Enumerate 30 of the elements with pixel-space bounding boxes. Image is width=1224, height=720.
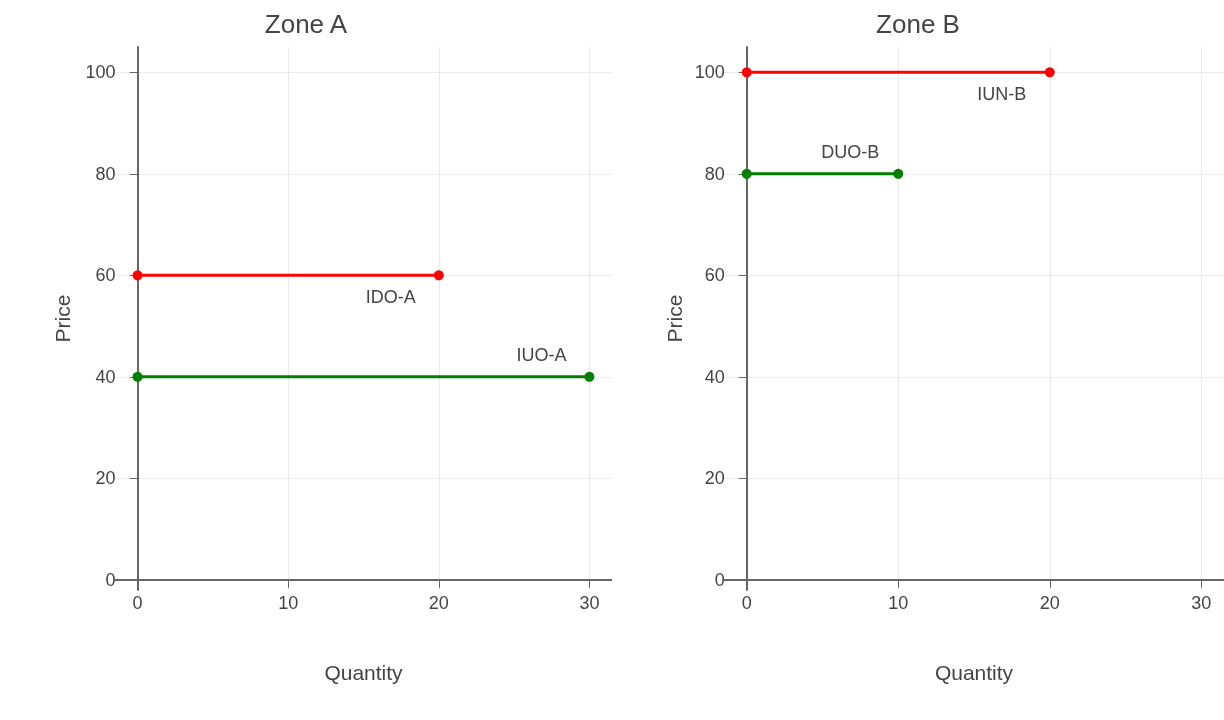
x-tick-label: 30 bbox=[579, 592, 600, 613]
series-label: IUO-A bbox=[516, 344, 567, 365]
y-tick-label: 60 bbox=[95, 265, 116, 286]
y-tick-label: 60 bbox=[704, 265, 725, 286]
x-tick-label: 0 bbox=[741, 592, 752, 613]
x-axis-title: Quantity bbox=[324, 660, 404, 684]
y-tick-label: 80 bbox=[704, 163, 725, 184]
y-tick-label: 0 bbox=[714, 569, 725, 590]
series-label: DUO-B bbox=[821, 141, 880, 162]
x-tick-label: 20 bbox=[428, 592, 449, 613]
x-tick-label: 20 bbox=[1039, 592, 1060, 613]
x-tick-label: 30 bbox=[1191, 592, 1212, 613]
chart-title: Zone A bbox=[264, 9, 348, 39]
y-tick-label: 40 bbox=[704, 366, 725, 387]
y-tick-label: 100 bbox=[85, 62, 116, 83]
series-label: IUN-B bbox=[977, 84, 1027, 105]
y-axis-title: Price bbox=[51, 294, 75, 343]
y-tick-label: 40 bbox=[95, 366, 116, 387]
y-tick-label: 20 bbox=[704, 468, 725, 489]
y-axis-title: Price bbox=[663, 294, 687, 343]
y-tick-label: 20 bbox=[95, 468, 116, 489]
x-tick-label: 10 bbox=[888, 592, 909, 613]
y-tick-label: 0 bbox=[105, 569, 116, 590]
y-tick-label: 100 bbox=[694, 62, 725, 83]
series-label: IDO-A bbox=[365, 287, 416, 308]
y-tick-label: 80 bbox=[95, 163, 116, 184]
chart-title: Zone B bbox=[876, 9, 960, 39]
x-tick-label: 0 bbox=[132, 592, 143, 613]
x-tick-label: 10 bbox=[278, 592, 299, 613]
x-axis-title: Quantity bbox=[934, 660, 1014, 684]
